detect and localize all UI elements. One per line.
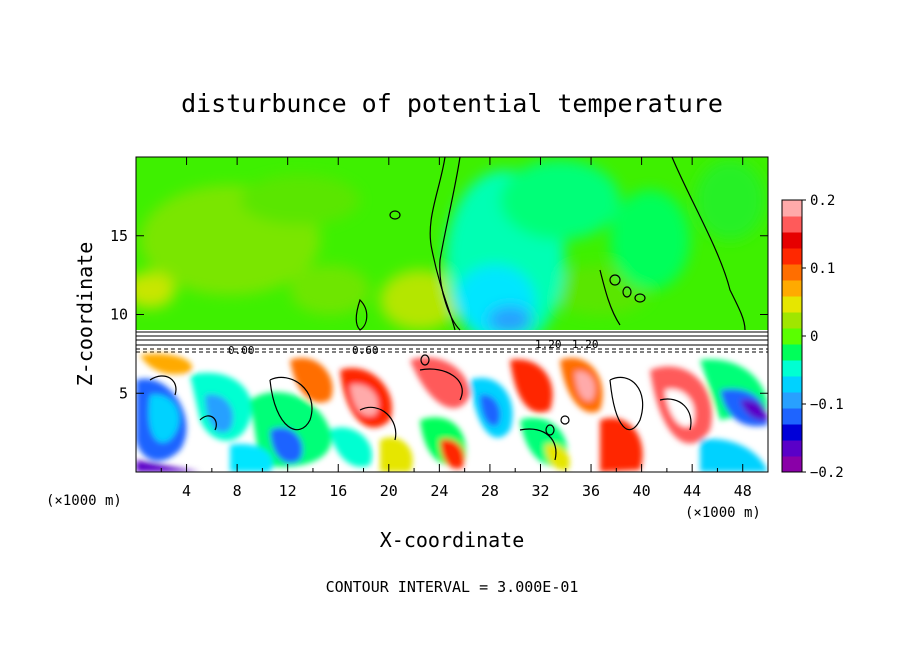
x-tick-label: 28 — [481, 482, 499, 500]
colorbar-label: 0.1 — [810, 261, 835, 277]
x-tick-label: 24 — [430, 482, 448, 500]
colorbar-swatch — [782, 216, 802, 233]
chart-title: disturbunce of potential temperature — [181, 89, 723, 118]
x-tick-label: 32 — [531, 482, 549, 500]
x-tick-label: 16 — [329, 482, 347, 500]
contour-interval-note: CONTOUR INTERVAL = 3.000E-01 — [326, 578, 579, 596]
colorbar-swatch — [782, 248, 802, 265]
colorbar-swatch — [782, 376, 802, 393]
colorbar-swatch — [782, 424, 802, 441]
y-axis: 5 10 15 — [110, 227, 768, 402]
y-tick-label: 5 — [119, 384, 128, 402]
x-unit-left: (×1000 m) — [46, 493, 122, 509]
x-tick-label: 40 — [633, 482, 651, 500]
x-tick-label: 44 — [683, 482, 701, 500]
contour-label: 0.60 — [352, 344, 379, 357]
x-tick-label: 20 — [380, 482, 398, 500]
inversion-band — [136, 330, 768, 354]
x-axis-title: X-coordinate — [380, 528, 525, 552]
x-tick-label: 48 — [734, 482, 752, 500]
colorbar-label: 0 — [810, 329, 818, 345]
colorbar — [781, 199, 803, 473]
colorbar-label: −0.1 — [810, 397, 844, 413]
colorbar-swatch — [782, 440, 802, 457]
y-axis-title: Z-coordinate — [73, 242, 97, 387]
x-tick-label: 36 — [582, 482, 600, 500]
x-unit-right: (×1000 m) — [685, 505, 761, 521]
colorbar-swatch — [782, 280, 802, 297]
colorbar-swatch — [782, 328, 802, 345]
y-tick-label: 10 — [110, 306, 128, 324]
contour-label: 1.20 — [535, 338, 562, 351]
colorbar-swatch — [782, 456, 802, 473]
x-tick-label: 8 — [233, 482, 242, 500]
colorbar-swatch — [782, 392, 802, 409]
x-tick-label: 12 — [279, 482, 297, 500]
colorbar-swatch — [782, 360, 802, 377]
y-tick-label: 15 — [110, 227, 128, 245]
colorbar-swatch — [782, 408, 802, 425]
colorbar-label: 0.2 — [810, 193, 835, 209]
colorbar-swatch — [782, 344, 802, 361]
x-axis: 4 8 12 16 20 24 28 32 36 40 44 48 — [160, 157, 752, 500]
heatmap-field: 0.00 0.60 1.20 1.20 — [136, 157, 768, 472]
contour-label: 1.20 — [572, 338, 599, 351]
colorbar-swatch — [782, 232, 802, 249]
colorbar-labels: 0.2 0.1 0 −0.1 −0.2 — [802, 193, 844, 481]
contour-label: 0.00 — [228, 344, 255, 357]
colorbar-swatch — [782, 264, 802, 281]
colorbar-swatch — [782, 296, 802, 313]
colorbar-swatch — [782, 200, 802, 217]
x-tick-label: 4 — [182, 482, 191, 500]
colorbar-label: −0.2 — [810, 465, 844, 481]
colorbar-swatch — [782, 312, 802, 329]
